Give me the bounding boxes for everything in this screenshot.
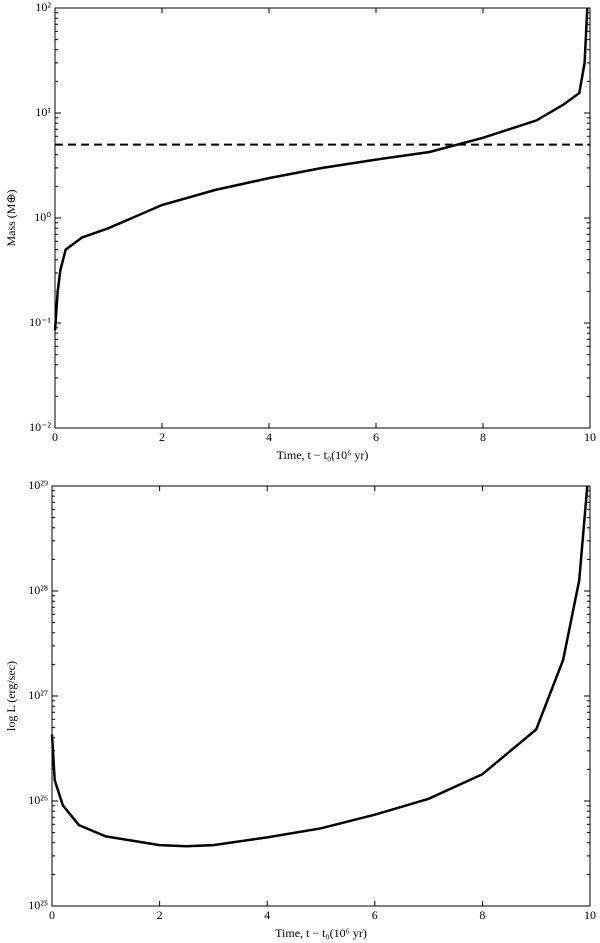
y-tick-label: 10¹ xyxy=(35,105,51,119)
x-tick-label: 10 xyxy=(584,430,596,444)
y-tick-label: 10²⁹ xyxy=(28,478,48,492)
x-tick-label: 2 xyxy=(159,430,165,444)
x-tick-label: 0 xyxy=(49,908,55,922)
y-tick-label: 10⁰ xyxy=(34,210,51,224)
x-tick-label: 10 xyxy=(584,908,596,922)
x-tick-label: 8 xyxy=(479,908,485,922)
y-axis-label: log L (erg/sec) xyxy=(4,661,18,731)
x-tick-label: 4 xyxy=(266,430,272,444)
data-line xyxy=(50,485,589,848)
x-tick-label: 0 xyxy=(52,430,58,444)
x-tick-label: 6 xyxy=(372,908,378,922)
plot-frame xyxy=(51,485,591,907)
x-tick-label: 6 xyxy=(373,430,379,444)
x-tick-label: 2 xyxy=(157,908,163,922)
x-axis-label: Time, t − t₀(10⁶ yr) xyxy=(275,926,367,940)
y-tick-label: 10²⁷ xyxy=(28,688,48,702)
y-tick-label: 10² xyxy=(35,0,51,14)
y-tick-label: 10²⁶ xyxy=(28,793,48,807)
y-tick-label: 10²⁵ xyxy=(28,898,48,912)
plot-frame xyxy=(54,7,591,429)
y-tick-label: 10²⁸ xyxy=(28,583,48,597)
y-tick-label: 10⁻² xyxy=(29,420,51,434)
y-axis-label: Mass (M⊕) xyxy=(4,189,18,246)
y-tick-label: 10⁻¹ xyxy=(29,315,51,329)
x-tick-label: 4 xyxy=(264,908,270,922)
x-axis-label: Time, t − t₀(10⁶ yr) xyxy=(277,448,369,462)
data-line xyxy=(53,7,589,331)
x-tick-label: 8 xyxy=(480,430,486,444)
